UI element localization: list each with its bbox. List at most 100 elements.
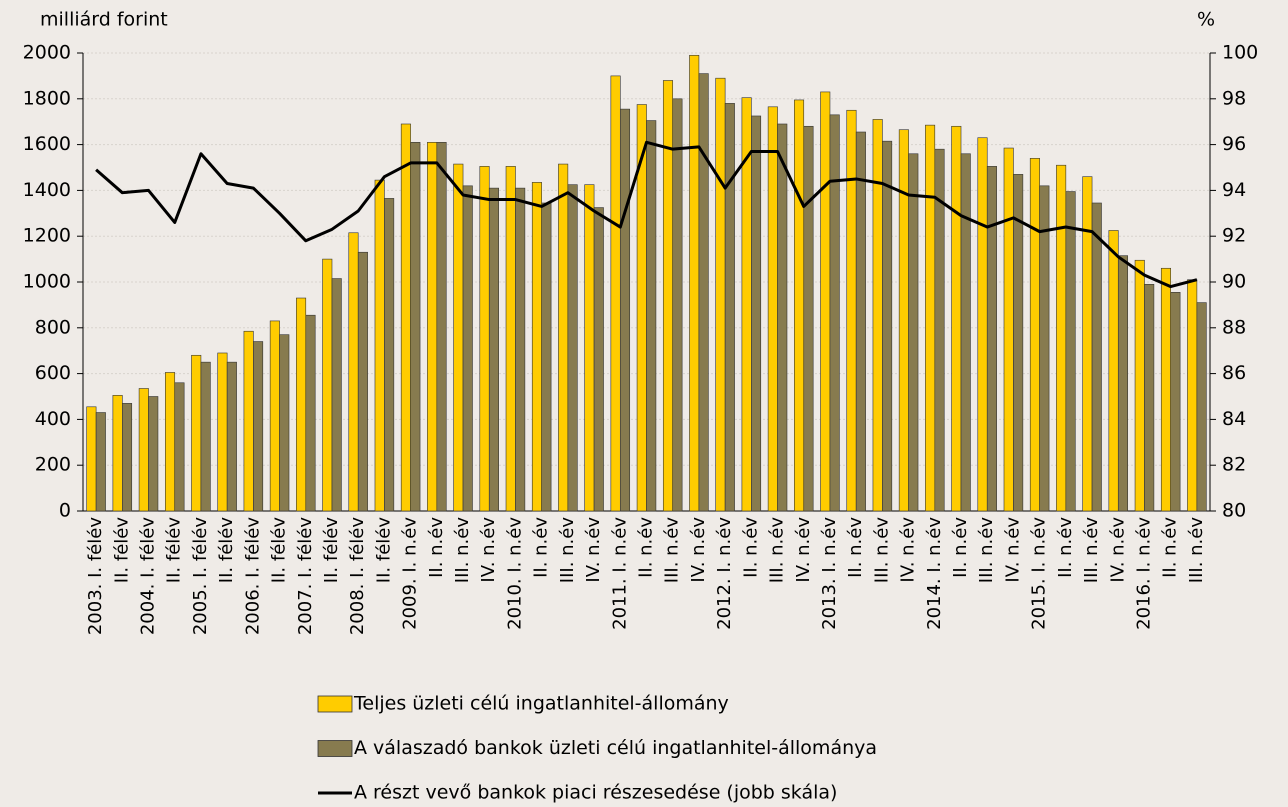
y-tick-label: 1600 [23, 133, 71, 155]
bar [322, 258, 333, 512]
bar [672, 98, 683, 512]
bar [243, 330, 254, 512]
x-tick-label: III. n.év [1081, 517, 1102, 584]
bar [253, 341, 264, 512]
bar [348, 232, 359, 512]
bar [698, 73, 709, 512]
bar [715, 77, 726, 512]
bar [558, 163, 569, 512]
bar [846, 109, 857, 512]
bar [505, 166, 516, 512]
bar [305, 314, 316, 512]
bar [1013, 174, 1024, 512]
legend-label: Teljes üzleti célú ingatlanhitel-állomán… [353, 693, 729, 715]
bar [1029, 158, 1040, 512]
bar [1082, 176, 1093, 512]
y-tick-label: 2000 [23, 42, 71, 64]
bar [951, 125, 962, 512]
bar [191, 354, 202, 512]
bar [934, 148, 945, 512]
bar [908, 153, 919, 512]
legend-swatch [317, 695, 353, 713]
x-tick-label: 2008. I. félév [347, 517, 368, 635]
bar [977, 137, 988, 512]
bar [803, 125, 814, 512]
bar [164, 372, 176, 512]
y-tick-label: 1800 [23, 87, 71, 109]
bar [794, 99, 805, 512]
x-tick-label: III. n.év [767, 517, 788, 584]
bar [462, 185, 473, 512]
bar [479, 166, 490, 512]
bar [1056, 164, 1067, 512]
x-tick-label: 2009. I. n.év [400, 517, 421, 630]
bar [112, 395, 123, 512]
x-tick-label: III. n.év [1186, 517, 1207, 584]
bar [296, 297, 307, 512]
x-tick-label: II. n.év [426, 517, 447, 578]
bar [148, 396, 159, 512]
x-tick-label: III. n.év [557, 517, 578, 584]
x-tick-label: II. n.év [740, 517, 761, 578]
x-tick-label: IV. n.év [793, 517, 814, 583]
bar [86, 406, 97, 512]
x-tick-label: 2004. I. félév [138, 517, 159, 635]
x-tick-label: 2006. I. félév [242, 517, 263, 635]
bar [1039, 185, 1050, 512]
x-tick-label: II. félév [321, 517, 342, 584]
bar [855, 131, 866, 512]
bar [531, 182, 542, 512]
y-axis-label: milliárd forint [40, 9, 168, 31]
legend-swatch [317, 740, 353, 757]
bar [767, 106, 778, 512]
bar [960, 153, 971, 512]
bar [515, 187, 526, 512]
x-tick-label: 2007. I. félév [295, 517, 316, 635]
x-tick-label: II. n.év [1055, 517, 1076, 578]
x-tick-label: 2005. I. félév [190, 517, 211, 635]
y-tick-label: 400 [35, 408, 71, 430]
bar [331, 278, 342, 512]
x-tick-label: III. n.év [976, 517, 997, 584]
bar [357, 251, 368, 512]
x-tick-label: 2010. I. n.év [504, 517, 525, 630]
y-tick-label: 0 [59, 500, 71, 522]
bar [619, 108, 631, 512]
bar [122, 403, 133, 512]
x-tick-label: 2014. I. n.év [924, 517, 945, 630]
x-tick-label: IV. n.év [898, 517, 919, 583]
bar [174, 382, 185, 512]
bar [584, 184, 595, 512]
y-tick-label: 200 [35, 454, 71, 476]
bar [593, 207, 604, 512]
bar [1187, 279, 1198, 512]
bar [95, 412, 106, 512]
bar [436, 142, 447, 512]
bar [751, 115, 762, 512]
x-tick-label: 2013. I. n.év [819, 517, 840, 630]
bar [410, 142, 421, 512]
bar [226, 361, 237, 512]
bar [820, 91, 831, 512]
x-tick-label: II. félév [373, 517, 394, 584]
x-tick-label: 2003. I. félév [85, 517, 106, 635]
x-tick-label: II. n.év [950, 517, 971, 578]
x-tick-label: II. n.év [636, 517, 657, 578]
bar [269, 320, 280, 512]
y2-tick-label: 100 [1222, 42, 1258, 64]
x-tick-label: IV. n.év [478, 517, 499, 583]
x-tick-label: 2011. I. n.év [609, 517, 630, 630]
y2-tick-label: 84 [1222, 408, 1246, 430]
y-tick-label: 1200 [23, 225, 71, 247]
y2-tick-label: 86 [1222, 362, 1246, 384]
bar [777, 123, 788, 512]
x-tick-label: IV. n.év [1107, 517, 1128, 583]
bar [986, 166, 997, 512]
line [95, 140, 1198, 289]
bar [1003, 147, 1014, 512]
bar [400, 123, 411, 512]
bar [646, 120, 657, 512]
bar [898, 129, 909, 512]
bar [217, 352, 228, 512]
y-tick-label: 800 [35, 316, 71, 338]
